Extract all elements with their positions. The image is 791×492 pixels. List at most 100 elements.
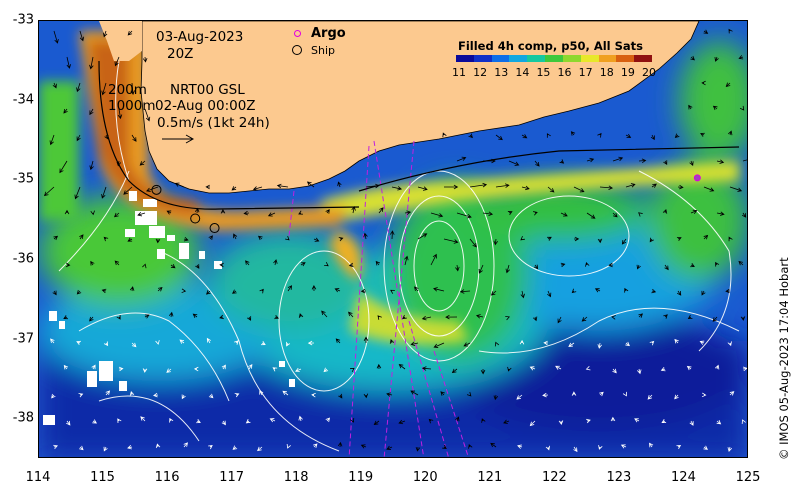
velocity-arrow	[79, 234, 84, 240]
velocity-arrow	[703, 186, 715, 192]
velocity-arrow	[179, 339, 185, 344]
velocity-arrow	[728, 236, 733, 242]
velocity-arrow	[79, 445, 84, 451]
velocity-arrow	[586, 418, 591, 424]
velocity-arrow	[430, 253, 437, 266]
velocity-arrow	[597, 342, 602, 349]
velocity-arrow	[571, 391, 577, 396]
velocity-arrow	[66, 56, 71, 69]
velocity-arrow	[295, 367, 302, 373]
velocity-arrow	[493, 394, 499, 401]
colorbar-tick: 11	[452, 66, 466, 79]
velocity-arrow	[440, 391, 445, 396]
argo-legend-marker	[294, 30, 301, 37]
ship-marker[interactable]	[209, 223, 220, 234]
velocity-arrow	[52, 290, 57, 296]
velocity-arrow	[276, 183, 289, 189]
velocity-arrow	[404, 210, 412, 215]
velocity-arrow	[636, 264, 641, 270]
velocity-arrow	[529, 366, 536, 371]
velocity-arrow	[129, 286, 135, 292]
velocity-arrow	[101, 186, 107, 199]
velocity-arrow	[612, 212, 618, 218]
velocity-arrow	[325, 417, 331, 423]
x-tick-label: 125	[735, 470, 761, 485]
velocity-arrow	[728, 28, 733, 34]
velocity-arrow	[116, 315, 121, 320]
velocity-arrow	[274, 314, 280, 320]
velocity-arrow	[52, 82, 57, 89]
velocity-arrow	[338, 236, 344, 242]
velocity-arrow	[287, 285, 293, 292]
colorbar-tick: 15	[536, 66, 551, 79]
velocity-arrow	[155, 443, 161, 449]
velocity-arrow	[573, 186, 585, 193]
velocity-arrow	[63, 364, 69, 370]
velocity-arrow	[63, 108, 68, 114]
velocity-arrow	[716, 420, 722, 425]
velocity-arrow	[378, 207, 384, 214]
velocity-arrow	[625, 183, 636, 188]
velocity-arrow	[117, 108, 123, 120]
velocity-arrow	[252, 186, 263, 191]
velocity-arrow	[89, 108, 94, 116]
x-tick-label: 121	[477, 470, 503, 485]
velocity-arrow	[637, 368, 642, 375]
velocity-arrow	[690, 209, 698, 214]
velocity-arrow	[337, 181, 342, 188]
velocity-arrow	[676, 445, 682, 450]
velocity-arrow	[231, 186, 237, 191]
velocity-arrow	[257, 446, 263, 452]
x-tick-label: 114	[25, 470, 51, 485]
velocity-arrow	[219, 314, 224, 320]
velocity-arrow	[701, 80, 706, 86]
current-streamline	[98, 60, 740, 210]
velocity-arrow	[89, 316, 94, 322]
ship-marker[interactable]	[151, 184, 162, 195]
velocity-arrow	[105, 390, 111, 396]
map-area[interactable]	[38, 20, 748, 458]
velocity-arrow	[76, 82, 81, 93]
velocity-arrow	[662, 208, 668, 214]
velocity-arrow	[610, 416, 616, 422]
velocity-arrow	[468, 443, 473, 449]
velocity-arrow	[168, 311, 174, 318]
velocity-arrow	[365, 183, 380, 189]
velocity-arrow	[114, 56, 120, 67]
velocity-arrow	[410, 341, 419, 346]
velocity-arrow	[634, 418, 640, 423]
velocity-arrow	[208, 393, 214, 399]
velocity-arrow	[442, 132, 447, 138]
velocity-arrow	[123, 186, 133, 195]
velocity-arrow	[90, 260, 95, 266]
velocity-arrow	[469, 182, 488, 188]
land-nw-patch	[99, 21, 142, 61]
velocity-arrow	[503, 419, 510, 424]
velocity-arrow	[661, 419, 667, 424]
ship-marker[interactable]	[190, 213, 201, 224]
velocity-arrow	[232, 289, 237, 294]
velocity-arrow	[689, 420, 694, 426]
velocity-arrow	[142, 56, 148, 63]
velocity-arrow	[51, 393, 56, 399]
velocity-arrow	[325, 209, 330, 214]
argo-float-marker[interactable]	[693, 174, 701, 182]
velocity-arrow	[712, 105, 718, 111]
velocity-arrow	[183, 442, 188, 448]
velocity-arrow	[478, 264, 484, 274]
velocity-arrow	[625, 341, 630, 347]
velocity-arrow	[206, 337, 211, 344]
velocity-arrow	[298, 313, 304, 318]
velocity-arrow	[674, 394, 679, 400]
velocity-arrow	[351, 205, 356, 214]
velocity-arrow	[89, 160, 94, 171]
velocity-arrow	[570, 131, 576, 136]
colorbar-swatch	[616, 55, 635, 62]
velocity-arrow	[725, 288, 731, 294]
velocity-arrow	[599, 185, 614, 190]
velocity-vectors	[43, 28, 747, 453]
velocity-arrow	[703, 29, 709, 34]
velocity-arrow	[703, 445, 709, 450]
velocity-arrow	[285, 235, 290, 241]
velocity-arrow	[64, 209, 70, 215]
